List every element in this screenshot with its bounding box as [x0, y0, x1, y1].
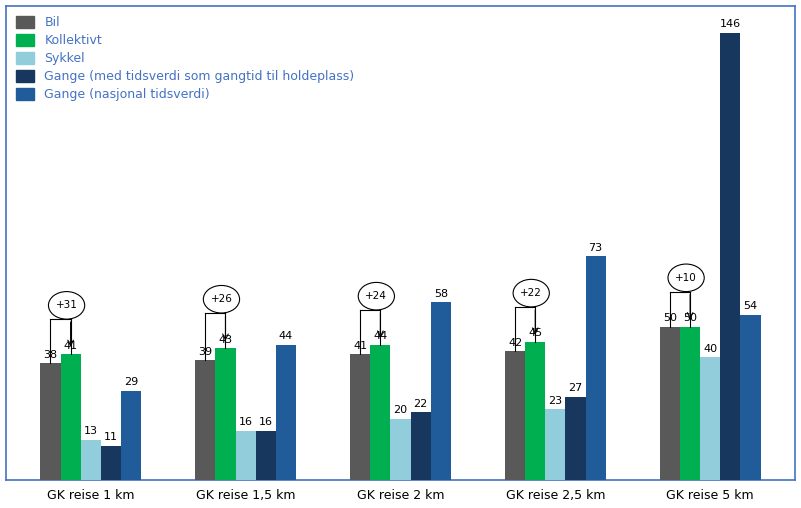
Text: 43: 43: [219, 334, 232, 344]
Text: 16: 16: [259, 417, 273, 427]
Text: 73: 73: [589, 243, 602, 253]
Text: 50: 50: [683, 313, 697, 323]
Bar: [740, 314, 761, 480]
Bar: [121, 391, 141, 480]
Text: 39: 39: [199, 347, 212, 357]
Text: 44: 44: [373, 331, 388, 341]
Bar: [101, 446, 121, 480]
Text: +24: +24: [365, 291, 387, 301]
Text: 54: 54: [743, 301, 758, 311]
Bar: [586, 257, 606, 480]
Text: 20: 20: [393, 405, 408, 415]
Ellipse shape: [513, 279, 549, 307]
Bar: [700, 357, 720, 480]
Text: 29: 29: [124, 377, 138, 387]
Text: 50: 50: [663, 313, 677, 323]
Text: 40: 40: [703, 344, 718, 354]
Bar: [525, 342, 545, 480]
Text: +22: +22: [521, 288, 542, 298]
Bar: [680, 327, 700, 480]
Text: 38: 38: [43, 350, 58, 360]
Text: 45: 45: [528, 328, 542, 338]
Bar: [235, 431, 256, 480]
Text: +10: +10: [675, 273, 697, 283]
Text: 42: 42: [508, 338, 522, 347]
Bar: [350, 354, 370, 480]
Bar: [505, 351, 525, 480]
Text: +31: +31: [55, 300, 78, 310]
Legend: Bil, Kollektivt, Sykkel, Gange (med tidsverdi som gangtid til holdeplass), Gange: Bil, Kollektivt, Sykkel, Gange (med tids…: [12, 12, 358, 105]
Ellipse shape: [358, 282, 394, 310]
Text: +26: +26: [211, 294, 232, 304]
Ellipse shape: [48, 292, 85, 319]
Ellipse shape: [668, 264, 704, 292]
Text: 11: 11: [104, 432, 118, 442]
Text: 23: 23: [549, 396, 562, 406]
Bar: [431, 302, 451, 480]
Bar: [215, 348, 235, 480]
Bar: [411, 412, 431, 480]
Bar: [390, 419, 411, 480]
Bar: [40, 364, 61, 480]
Bar: [276, 345, 296, 480]
Text: 41: 41: [353, 341, 368, 351]
Text: 41: 41: [63, 341, 78, 351]
Text: 27: 27: [569, 384, 582, 394]
Bar: [81, 440, 101, 480]
Text: 44: 44: [279, 331, 293, 341]
Bar: [195, 360, 215, 480]
Bar: [660, 327, 680, 480]
Text: 13: 13: [84, 426, 98, 436]
Text: 146: 146: [720, 19, 741, 29]
Bar: [545, 409, 566, 480]
Bar: [370, 345, 390, 480]
Bar: [61, 354, 81, 480]
Text: 22: 22: [413, 399, 428, 409]
Ellipse shape: [203, 285, 239, 313]
Text: 16: 16: [239, 417, 252, 427]
Bar: [566, 397, 586, 480]
Text: 58: 58: [433, 289, 448, 299]
Bar: [720, 33, 740, 480]
Bar: [256, 431, 276, 480]
